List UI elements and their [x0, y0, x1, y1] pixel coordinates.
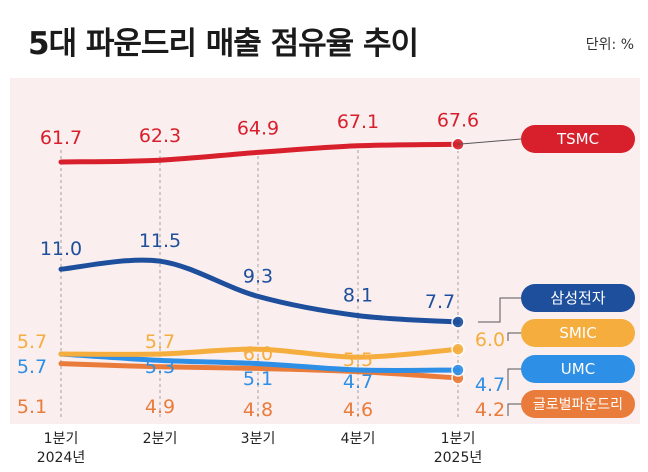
legend-connector: [507, 332, 521, 341]
data-label: 4.9: [145, 396, 175, 418]
series-line-4: [58, 361, 461, 381]
legend-pill: [521, 284, 635, 312]
data-label: 7.7: [425, 291, 455, 313]
data-label: 4.7: [343, 371, 373, 393]
legend-connector: [507, 403, 521, 416]
data-label: 61.7: [40, 127, 82, 149]
legend-connector: [478, 297, 521, 323]
legend-label: UMC: [561, 360, 595, 378]
data-label: 64.9: [237, 117, 279, 139]
data-label: 62.3: [139, 125, 181, 147]
x-tick-label: 2분기: [143, 431, 178, 447]
data-label: 5.1: [17, 396, 47, 418]
series-line-1: [58, 257, 461, 325]
series-end-point: [451, 342, 465, 356]
unit-label: 단위: %: [585, 37, 634, 53]
x-tick-label-year: 2025년: [434, 450, 483, 466]
x-tick-label-year: 2024년: [37, 450, 86, 466]
legend-connector: [507, 368, 521, 390]
legend-label: TSMC: [556, 130, 599, 148]
x-tick-label: 3분기: [241, 431, 276, 447]
series-line-0: [58, 141, 461, 165]
legend-pill: [521, 319, 635, 347]
legend-label: 글로벌파운드리: [533, 397, 623, 413]
data-label: 5.7: [17, 356, 47, 378]
data-label: 9.3: [243, 265, 273, 287]
series-end-point: [451, 363, 465, 377]
data-label: 11.5: [139, 230, 181, 252]
legend-label: 삼성전자: [550, 289, 605, 307]
series-line-3: [58, 351, 461, 373]
x-tick-label: 1분기: [44, 431, 79, 447]
data-label: 5.3: [145, 356, 175, 378]
legend-pill: [521, 355, 635, 383]
x-tick-label: 1분기: [441, 431, 476, 447]
data-label: 4.8: [243, 399, 273, 421]
data-label: 5.5: [343, 349, 373, 371]
chart-title: 5대 파운드리 매출 점유율 추이: [28, 26, 419, 62]
data-label: 4.2: [475, 399, 505, 421]
legend-connector: [457, 138, 522, 145]
data-label: 67.6: [437, 109, 479, 131]
data-label: 67.1: [337, 111, 379, 133]
legend-pill: [521, 390, 635, 418]
series-line-2: [58, 346, 461, 360]
legend-label: SMIC: [559, 324, 596, 342]
data-label: 4.7: [475, 374, 505, 396]
series-end-point: [451, 315, 465, 329]
legend-pill: [521, 125, 635, 153]
data-label: 5.7: [17, 331, 47, 353]
data-label: 4.6: [343, 399, 373, 421]
data-label: 8.1: [343, 285, 373, 307]
data-label: 6.0: [243, 343, 273, 365]
x-tick-label: 4분기: [341, 431, 376, 447]
data-label: 5.1: [243, 368, 273, 390]
data-label: 6.0: [475, 329, 505, 351]
data-label: 11.0: [40, 238, 82, 260]
data-label: 5.7: [145, 331, 175, 353]
